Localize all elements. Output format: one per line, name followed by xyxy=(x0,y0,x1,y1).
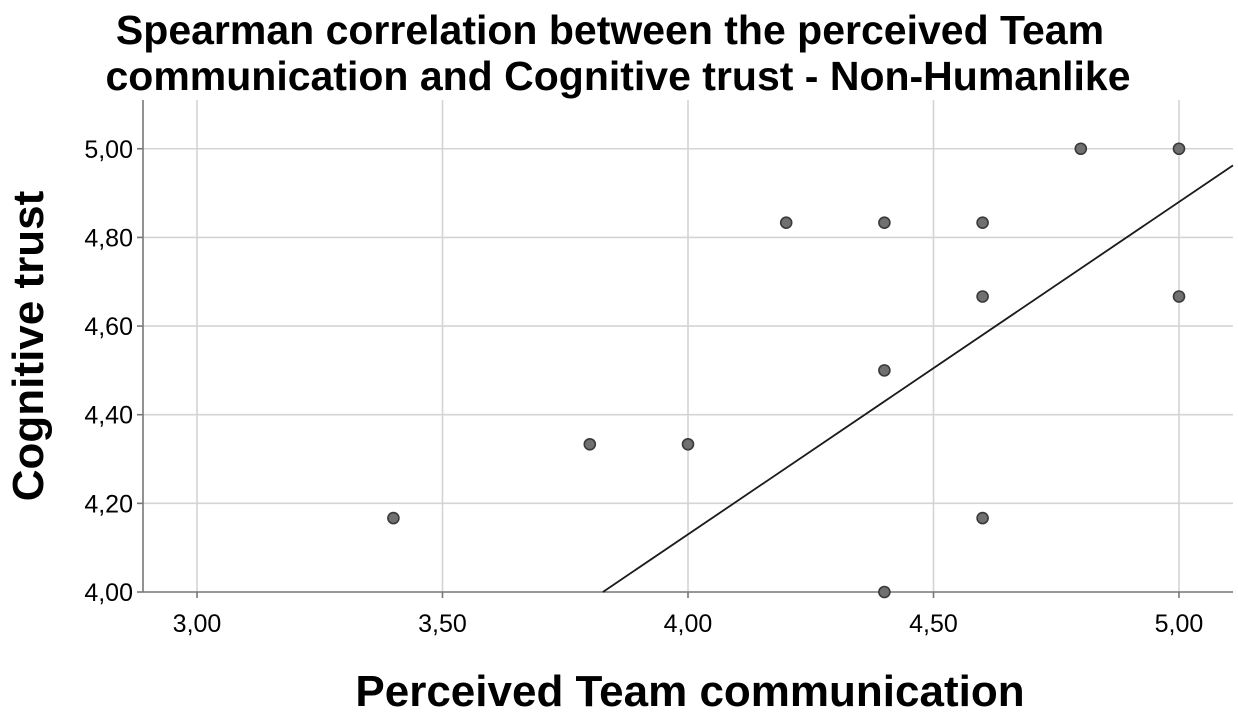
y-tick-label: 5,00 xyxy=(84,136,133,164)
data-point xyxy=(878,216,891,229)
data-point xyxy=(976,216,989,229)
y-tick-label: 4,60 xyxy=(84,313,133,341)
plot-area: 4,00 4,20 4,40 4,60 4,80 5,00 3,00 3,50 4,00 4,50… xyxy=(84,100,1234,638)
x-tick-label: 3,00 xyxy=(173,610,222,638)
data-point xyxy=(878,364,891,377)
data-point xyxy=(681,437,695,451)
fit-line xyxy=(602,164,1234,593)
data-point xyxy=(1172,142,1186,156)
chart-title-line-2: communication and Cognitive trust - Non-… xyxy=(105,53,1130,99)
data-point xyxy=(1172,290,1186,303)
x-tick-label: 4,50 xyxy=(909,610,958,638)
x-tick-label: 4,00 xyxy=(664,610,713,638)
x-tick-label: 3,50 xyxy=(418,610,467,638)
y-tick-label: 4,00 xyxy=(84,579,133,607)
data-point xyxy=(387,511,400,525)
data-point xyxy=(779,216,793,229)
x-tick-label: 5,00 xyxy=(1155,610,1204,638)
data-point xyxy=(976,511,989,525)
data-point xyxy=(878,585,891,599)
data-point xyxy=(976,290,989,303)
data-point xyxy=(1074,142,1088,156)
y-tick-label: 4,40 xyxy=(84,402,133,430)
chart-title-line-1: Spearman correlation between the perceiv… xyxy=(116,7,1104,53)
y-axis-label: Cognitive trust xyxy=(4,190,53,501)
x-axis-label: Perceived Team communication xyxy=(355,667,1024,716)
y-tick-label: 4,20 xyxy=(84,490,133,518)
data-point xyxy=(583,437,597,451)
y-tick-label: 4,80 xyxy=(84,224,133,252)
